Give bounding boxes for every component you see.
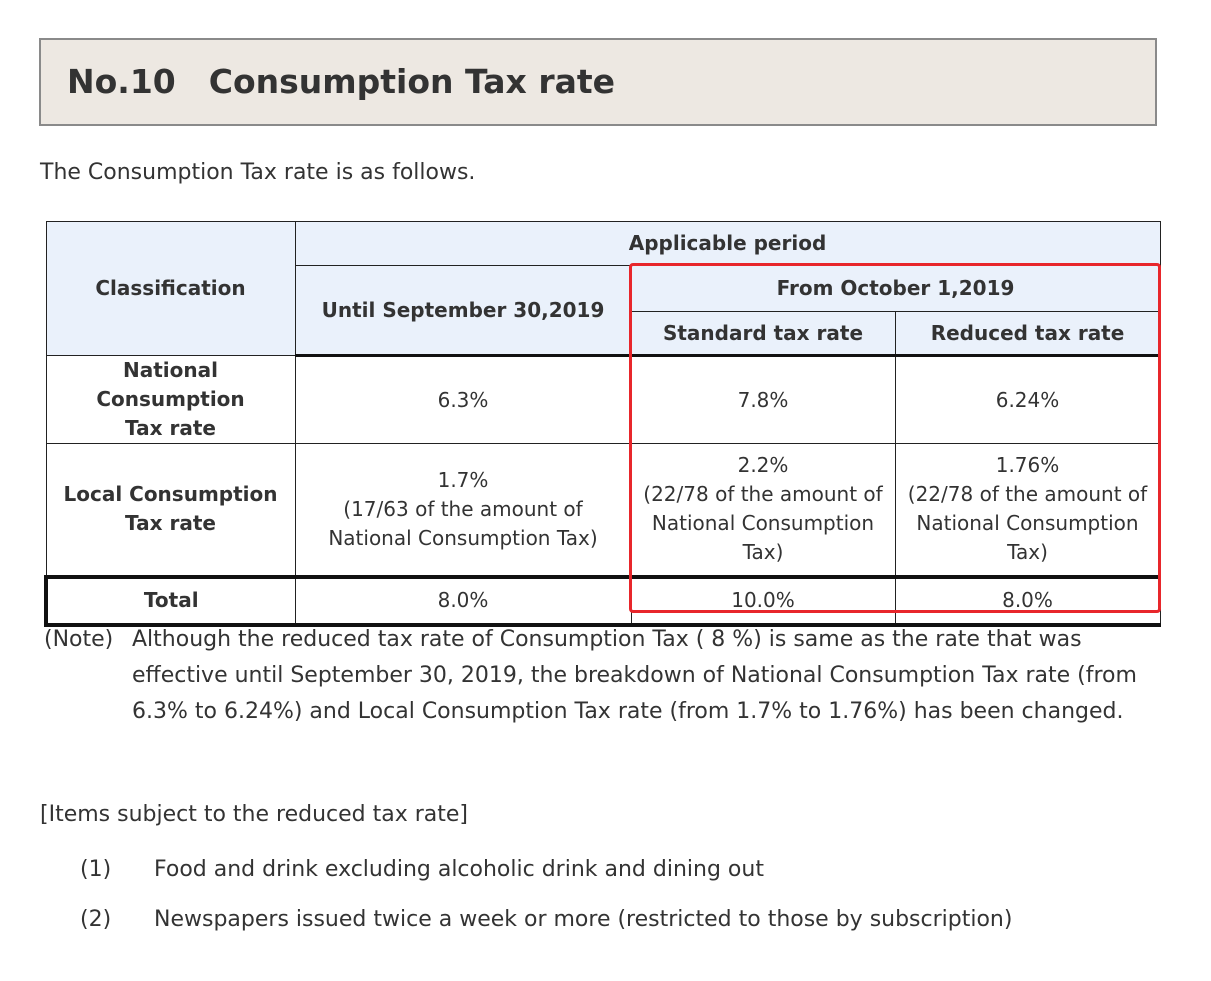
header-until: Until September 30,2019 — [294, 265, 632, 357]
cell-total-reduced: 8.0% — [894, 574, 1161, 627]
intro-text: The Consumption Tax rate is as follows. — [40, 160, 476, 185]
consumption-tax-table: Classification Applicable period Until S… — [44, 221, 1161, 627]
list-item-text: Food and drink excluding alcoholic drink… — [154, 857, 764, 882]
cell-local-reduced: 1.76% (22/78 of the amount of National C… — [894, 443, 1161, 577]
cell-total-until: 8.0% — [294, 574, 632, 627]
list-item-number: (2) — [80, 907, 112, 932]
table-row-local: Local Consumption Tax rate 1.7% (17/63 o… — [45, 443, 1161, 577]
page-title: No.10 Consumption Tax rate — [67, 62, 616, 101]
row-label-national: National Consumption Tax rate — [45, 355, 296, 444]
list-item-text: Newspapers issued twice a week or more (… — [154, 907, 1013, 932]
header-applicable-period: Applicable period — [294, 221, 1161, 266]
list-item: (1) Food and drink excluding alcoholic dr… — [80, 855, 764, 885]
header-from: From October 1,2019 — [630, 265, 1161, 312]
note-label: (Note) — [44, 627, 114, 652]
table-row-national: National Consumption Tax rate 6.3% 7.8% … — [45, 355, 1161, 444]
row-label-local: Local Consumption Tax rate — [45, 443, 296, 577]
title-box: No.10 Consumption Tax rate — [39, 38, 1157, 126]
list-item: (2) Newspapers issued twice a week or mor… — [80, 905, 1012, 935]
cell-total-standard: 10.0% — [630, 574, 896, 627]
row-label-total: Total — [44, 574, 296, 627]
header-reduced: Reduced tax rate — [894, 311, 1161, 357]
list-item-number: (1) — [80, 857, 112, 882]
header-classification: Classification — [45, 221, 296, 356]
note-text: Although the reduced tax rate of Consump… — [132, 627, 1137, 724]
header-standard: Standard tax rate — [630, 311, 896, 357]
cell-national-until: 6.3% — [294, 355, 632, 444]
note: (Note) Although the reduced tax rate of … — [44, 622, 1164, 730]
cell-local-until: 1.7% (17/63 of the amount of National Co… — [294, 443, 632, 577]
cell-national-standard: 7.8% — [630, 355, 896, 444]
cell-national-reduced: 6.24% — [894, 355, 1161, 444]
cell-local-standard: 2.2% (22/78 of the amount of National Co… — [630, 443, 896, 577]
table-row-total: Total 8.0% 10.0% 8.0% — [44, 574, 1161, 627]
items-heading: [Items subject to the reduced tax rate] — [40, 802, 469, 827]
